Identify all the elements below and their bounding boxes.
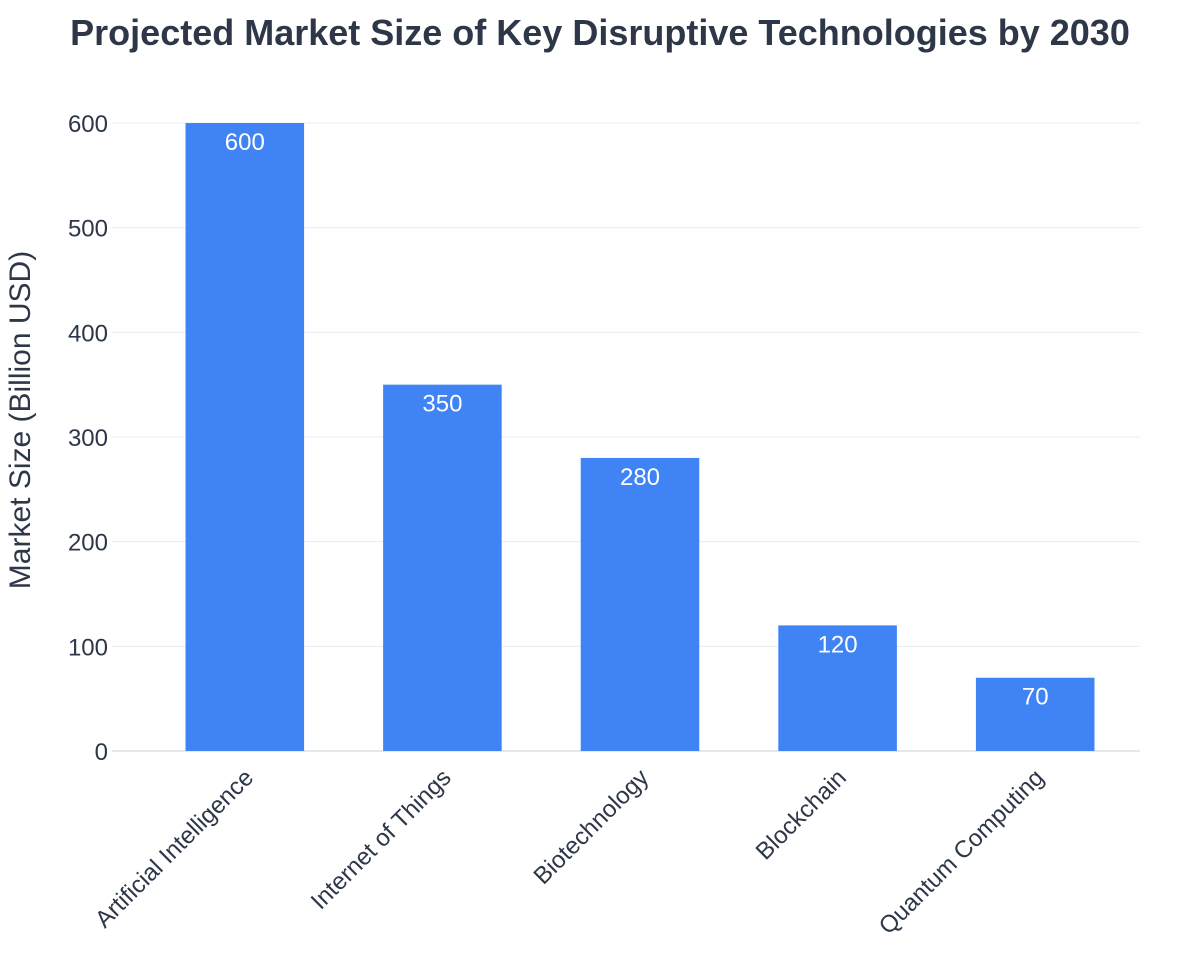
data-label: 600 — [225, 129, 265, 156]
x-tick-label: Biotechnology — [529, 764, 655, 890]
y-tick-label: 300 — [68, 425, 108, 452]
data-label: 280 — [620, 464, 660, 491]
y-tick-label: 500 — [68, 216, 108, 243]
x-tick-label: Internet of Things — [306, 764, 457, 915]
y-tick-label: 400 — [68, 320, 108, 347]
bar — [580, 457, 700, 751]
y-tick-label: 0 — [95, 739, 108, 766]
x-tick-label: Quantum Computing — [874, 764, 1050, 940]
data-label: 70 — [1022, 684, 1049, 711]
data-label: 350 — [422, 391, 462, 418]
y-axis-title: Market Size (Billion USD) — [4, 251, 37, 589]
y-tick-label: 200 — [68, 530, 108, 557]
y-tick-label: 600 — [68, 111, 108, 138]
bar — [383, 384, 502, 751]
x-tick-label: Blockchain — [751, 764, 852, 865]
y-axis-ticks: 0 100 200 300 400 500 600 — [68, 111, 108, 766]
bars: 600 350 280 120 70 — [185, 123, 1095, 751]
chart-title: Projected Market Size of Key Disruptive … — [70, 12, 1130, 53]
data-label: 120 — [818, 631, 858, 658]
y-tick-label: 100 — [68, 634, 108, 661]
bar — [185, 123, 305, 751]
x-axis-categories: Artificial Intelligence Internet of Thing… — [90, 764, 1049, 940]
bar — [778, 625, 897, 751]
x-tick-label: Artificial Intelligence — [90, 764, 259, 933]
bar — [975, 677, 1095, 751]
